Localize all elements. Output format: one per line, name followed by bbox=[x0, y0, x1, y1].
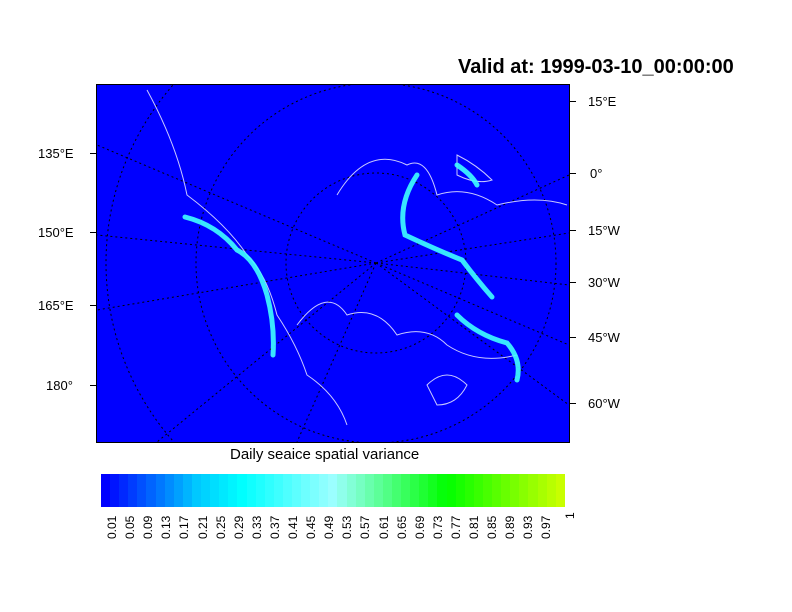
colorbar-label: 1 bbox=[563, 512, 577, 519]
colorbar-box bbox=[510, 474, 520, 507]
lon-label: 135°E bbox=[38, 146, 74, 161]
colorbar-label: 0.89 bbox=[503, 515, 518, 539]
colorbar-box bbox=[346, 474, 356, 507]
map-background bbox=[97, 85, 569, 442]
colorbar-box bbox=[110, 474, 120, 507]
colorbar-box bbox=[401, 474, 411, 507]
colorbar-label: 0.49 bbox=[322, 515, 337, 539]
colorbar-box bbox=[228, 474, 238, 507]
colorbar-box bbox=[473, 474, 483, 507]
colorbar-label: 0.93 bbox=[521, 515, 536, 539]
colorbar-box bbox=[328, 474, 338, 507]
colorbar-label: 0.73 bbox=[430, 515, 445, 539]
colorbar-label: 0.69 bbox=[412, 515, 427, 539]
map-panel bbox=[96, 0, 647, 534]
colorbar-label: 0.85 bbox=[485, 515, 500, 539]
colorbar-box bbox=[101, 474, 111, 507]
colorbar-box bbox=[282, 474, 292, 507]
colorbar-box bbox=[291, 474, 302, 507]
lon-label: 165°E bbox=[38, 298, 74, 313]
colorbar-box bbox=[410, 474, 420, 507]
plot-title: Valid at: 1999-03-10_00:00:00 bbox=[458, 56, 734, 78]
colorbar-box bbox=[255, 474, 265, 507]
lon-label: 15°E bbox=[588, 94, 617, 109]
colorbar-label: 0.77 bbox=[448, 515, 463, 539]
colorbar-box bbox=[419, 474, 429, 507]
colorbar-box bbox=[173, 474, 183, 507]
colorbar-label: 0.97 bbox=[539, 515, 554, 539]
colorbar-box bbox=[337, 474, 347, 507]
colorbar-box bbox=[528, 474, 538, 507]
colorbar-box bbox=[492, 474, 502, 507]
colorbar-box bbox=[273, 474, 283, 507]
colorbar-box bbox=[237, 474, 247, 507]
colorbar-box bbox=[319, 474, 329, 507]
colorbar-box bbox=[128, 474, 138, 507]
colorbar-label: 0.33 bbox=[249, 515, 264, 539]
colorbar-box bbox=[546, 474, 556, 507]
colorbar-box bbox=[382, 474, 392, 507]
lon-label: 180° bbox=[46, 378, 73, 393]
colorbar-box bbox=[519, 474, 529, 507]
colorbar-box bbox=[155, 474, 165, 507]
colorbar-box bbox=[182, 474, 192, 507]
variance-features bbox=[182, 162, 521, 383]
colorbar-box bbox=[482, 474, 493, 507]
colorbar-label: 0.53 bbox=[340, 515, 355, 539]
colorbar-box bbox=[219, 474, 229, 507]
colorbar-box bbox=[310, 474, 320, 507]
colorbar-label: 0.13 bbox=[159, 515, 174, 539]
colorbar-box bbox=[210, 474, 220, 507]
lon-label: 60°W bbox=[588, 396, 620, 411]
colorbar-box bbox=[301, 474, 311, 507]
colorbar-box bbox=[146, 474, 156, 507]
colorbar bbox=[101, 474, 565, 507]
colorbar-box bbox=[464, 474, 474, 507]
colorbar-label: 0.29 bbox=[231, 515, 246, 539]
colorbar-box bbox=[437, 474, 447, 507]
colorbar-label: 0.17 bbox=[177, 515, 192, 539]
colorbar-box bbox=[455, 474, 465, 507]
colorbar-label: 0.61 bbox=[376, 515, 391, 539]
colorbar-box bbox=[246, 474, 256, 507]
colorbar-label: 0.57 bbox=[358, 515, 373, 539]
colorbar-label: 0.45 bbox=[304, 515, 319, 539]
colorbar-label: 0.81 bbox=[467, 515, 481, 539]
colorbar-label: 0.65 bbox=[394, 515, 409, 539]
colorbar-label: 0.21 bbox=[195, 515, 210, 539]
lon-label: 45°W bbox=[588, 330, 620, 345]
colorbar-box bbox=[555, 474, 565, 507]
colorbar-box bbox=[537, 474, 547, 507]
colorbar-label: 0.25 bbox=[213, 515, 228, 539]
colorbar-box bbox=[164, 474, 174, 507]
lon-label: 15°W bbox=[588, 223, 620, 238]
colorbar-box bbox=[392, 474, 402, 507]
colorbar-label: 0.05 bbox=[123, 515, 138, 539]
map-canvas bbox=[96, 0, 647, 534]
colorbar-box bbox=[364, 474, 374, 507]
colorbar-label: 0.37 bbox=[267, 515, 282, 539]
colorbar-label: 0.41 bbox=[286, 515, 300, 539]
colorbar-box bbox=[501, 474, 511, 507]
colorbar-box bbox=[355, 474, 365, 507]
colorbar-box bbox=[373, 474, 383, 507]
colorbar-box bbox=[428, 474, 438, 507]
lon-label: 0° bbox=[590, 166, 603, 181]
colorbar-label: 0.01 bbox=[105, 515, 119, 539]
colorbar-box bbox=[191, 474, 202, 507]
colorbar-box bbox=[446, 474, 456, 507]
colorbar-box bbox=[201, 474, 211, 507]
colorbar-box bbox=[119, 474, 129, 507]
colorbar-title: Daily seaice spatial variance bbox=[230, 446, 420, 463]
colorbar-box bbox=[137, 474, 147, 507]
lon-label: 150°E bbox=[38, 225, 74, 240]
lon-label: 30°W bbox=[588, 275, 620, 290]
colorbar-box bbox=[264, 474, 274, 507]
colorbar-label: 0.09 bbox=[141, 515, 156, 539]
